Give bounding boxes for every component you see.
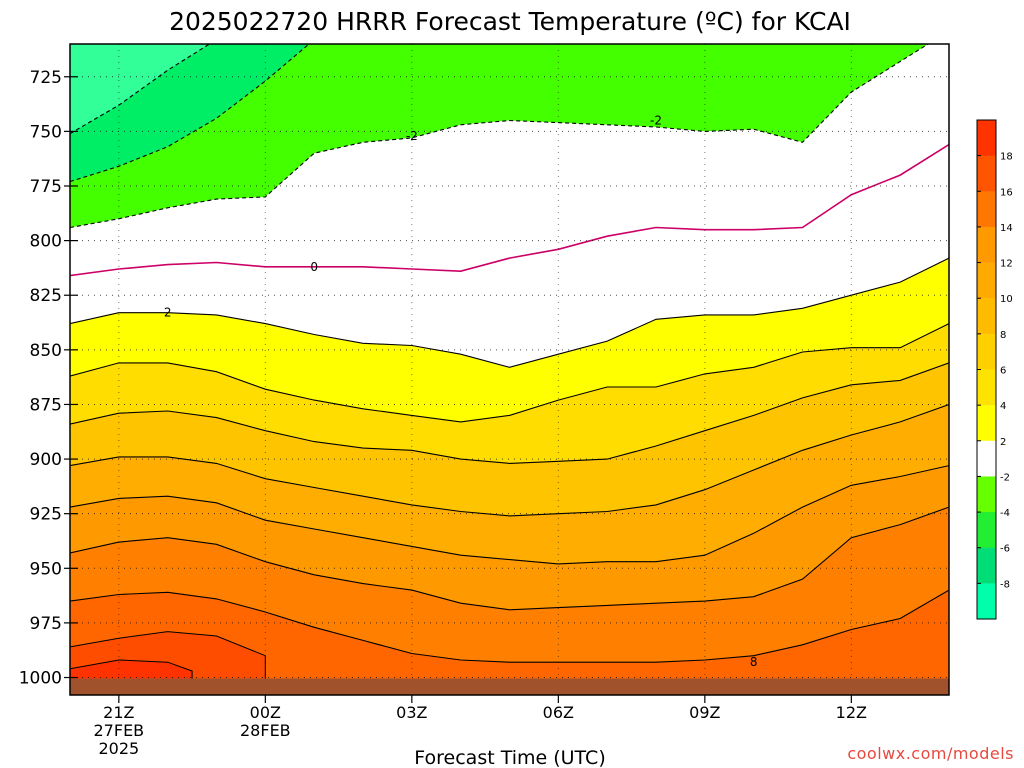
- colorbar-segment: [977, 547, 996, 584]
- ground: [70, 678, 949, 695]
- isotherm-6: [70, 362, 949, 464]
- plot-border: [69, 43, 950, 696]
- x-tick-label: 09Z: [689, 703, 720, 722]
- x-tick-label: 00Z: [250, 703, 281, 722]
- isotherm-12: [70, 506, 949, 611]
- colorbar-segment: [977, 191, 996, 228]
- colorbar-segment: [977, 298, 996, 335]
- contour-label: 0: [310, 260, 318, 274]
- colorbar-label: 14: [1000, 223, 1013, 234]
- isotherm-8: [70, 403, 949, 517]
- colorbar-segment: [977, 369, 996, 406]
- x-tick-label: 12Z: [836, 703, 867, 722]
- colorbar-segment: [977, 262, 996, 299]
- colorbar-segment: [977, 583, 996, 620]
- band-14: [70, 590, 949, 695]
- colorbar-segment: [977, 476, 996, 513]
- colorbar-label: 10: [1000, 294, 1013, 305]
- x-tick-label: 2025: [98, 739, 139, 758]
- y-tick-label: 950: [30, 559, 62, 579]
- x-tick-label: 28FEB: [240, 721, 291, 740]
- colorbar-label: 12: [1000, 259, 1013, 270]
- x-tick-label: 03Z: [396, 703, 427, 722]
- y-tick-label: 800: [30, 232, 62, 252]
- x-axis-label: Forecast Time (UTC): [414, 747, 605, 768]
- colorbar-label: -4: [1000, 508, 1010, 519]
- colorbar-label: 4: [1000, 401, 1006, 412]
- isotherm-4: [70, 323, 949, 423]
- plot-area: [70, 44, 949, 695]
- colorbar-label: 18: [1000, 152, 1013, 163]
- y-tick-label: 975: [30, 614, 62, 634]
- contour-label: 8: [750, 655, 758, 669]
- colorbar-segment: [977, 155, 996, 192]
- colorbar-label: -2: [1000, 472, 1010, 483]
- colorbar-segment: [977, 512, 996, 549]
- colorbar-label: -6: [1000, 544, 1010, 555]
- colorbar: 18 16 14 12 10 8 6 4 2 -2 -4 -6 -8: [976, 119, 1013, 620]
- contour-label: -2: [650, 113, 662, 127]
- chart-title: 2025022720 HRRR Forecast Temperature (ºC…: [169, 7, 851, 36]
- grid-lines: [70, 44, 949, 679]
- contour-label: 2: [164, 306, 172, 320]
- isotherm-10: [70, 465, 949, 565]
- y-tick-label: 775: [30, 177, 62, 197]
- colorbar-label: 6: [1000, 366, 1006, 377]
- contour-label: -2: [406, 129, 418, 143]
- colorbar-segment: [977, 120, 996, 157]
- y-tick-label: 1000: [19, 669, 62, 689]
- colorbar-segment: [977, 333, 996, 370]
- colorbar-label: 8: [1000, 330, 1006, 341]
- colorbar-segment: [977, 405, 996, 442]
- colorbar-label: -8: [1000, 579, 1010, 590]
- y-tick-label: 825: [30, 286, 62, 306]
- isotherm-2: [70, 257, 949, 368]
- isotherm--4: [70, 44, 930, 229]
- y-tick-label: 850: [30, 341, 62, 361]
- y-tick-label: 725: [30, 68, 62, 88]
- y-tick-label: 875: [30, 395, 62, 415]
- y-axis: 725 750 775 800 825 850 875 900 925 950 975 1000: [19, 68, 78, 689]
- colorbar-segment: [977, 226, 996, 264]
- y-tick-label: 925: [30, 505, 62, 525]
- y-tick-label: 750: [30, 122, 62, 142]
- x-tick-label: 21Z: [103, 703, 134, 722]
- y-tick-label: 900: [30, 450, 62, 470]
- colorbar-label: 2: [1000, 437, 1006, 448]
- isotherm-14: [70, 589, 949, 663]
- x-tick-label: 06Z: [543, 703, 574, 722]
- isotherm-0: [70, 143, 949, 277]
- colorbar-label: 16: [1000, 187, 1013, 198]
- x-tick-label: 27FEB: [94, 721, 145, 740]
- colorbar-segment: [977, 440, 996, 477]
- credit-text: coolwx.com/models: [847, 744, 1014, 763]
- contour-labels: -2 -2 0 2 8: [164, 113, 758, 669]
